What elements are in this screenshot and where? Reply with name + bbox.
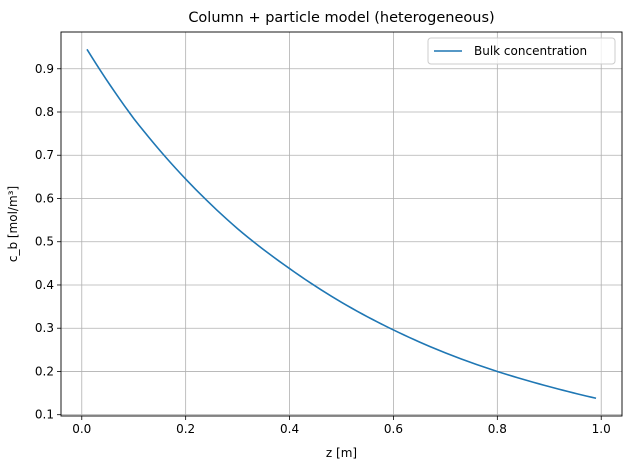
legend-label-bulk-concentration: Bulk concentration xyxy=(474,44,587,58)
x-axis-label: z [m] xyxy=(326,446,357,460)
y-tick-label: 0.6 xyxy=(35,191,54,205)
y-axis-ticks: 0.1 0.2 0.3 0.4 0.5 0.6 0.7 0.8 0.9 xyxy=(35,62,61,422)
x-tick-label: 1.0 xyxy=(592,422,611,436)
grid-lines xyxy=(61,32,622,416)
x-tick-label: 0.4 xyxy=(280,422,299,436)
y-tick-label: 0.3 xyxy=(35,321,54,335)
x-tick-label: 0.2 xyxy=(176,422,195,436)
x-tick-label: 0.0 xyxy=(72,422,91,436)
x-tick-label: 0.6 xyxy=(384,422,403,436)
x-axis-ticks: 0.0 0.2 0.4 0.6 0.8 1.0 xyxy=(72,416,611,436)
y-tick-label: 0.9 xyxy=(35,62,54,76)
chart-title: Column + particle model (heterogeneous) xyxy=(188,10,494,26)
legend-box xyxy=(427,37,616,65)
y-tick-label: 0.7 xyxy=(35,148,54,162)
y-axis-label: c_b [mol/m³] xyxy=(6,186,20,262)
bulk-concentration-line xyxy=(86,48,597,400)
x-tick-label: 0.8 xyxy=(488,422,507,436)
y-tick-label: 0.8 xyxy=(35,105,54,119)
y-tick-label: 0.4 xyxy=(35,278,54,292)
y-tick-label: 0.2 xyxy=(35,364,54,378)
y-tick-label: 0.1 xyxy=(35,408,54,422)
plot-area-frame xyxy=(60,31,623,417)
legend: Bulk concentration xyxy=(427,37,616,65)
y-tick-label: 0.5 xyxy=(35,235,54,249)
